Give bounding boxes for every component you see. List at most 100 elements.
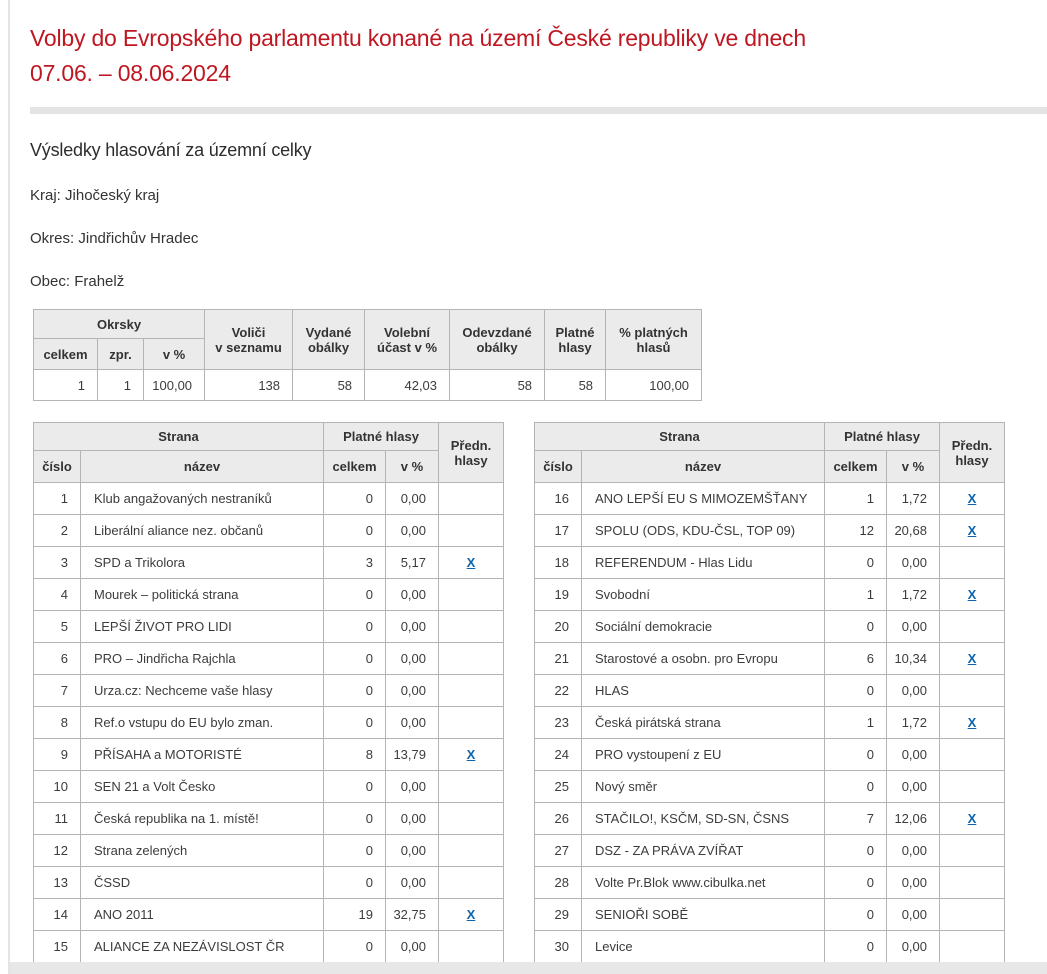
pref-votes-link[interactable]: X (466, 747, 476, 762)
party-votes-total: 12 (824, 514, 887, 547)
party-number: 17 (534, 514, 582, 547)
party-number: 3 (33, 546, 81, 579)
pref-votes-link[interactable]: X (967, 587, 977, 602)
party-row: 26 STAČILO!, KSČM, SD-SN, ČSNS 7 12,06 X (534, 802, 1005, 835)
party-row: 16 ANO LEPŠÍ EU S MIMOZEMŠŤANY 1 1,72 X (534, 482, 1005, 515)
title-divider (30, 107, 1047, 114)
party-pref-cell (438, 514, 504, 547)
party-pref-cell (438, 642, 504, 675)
party-pref-cell (438, 802, 504, 835)
party-pref-cell (438, 770, 504, 803)
region-label: Kraj: (30, 187, 61, 204)
party-votes-pct: 0,00 (385, 834, 439, 867)
party-pref-cell (939, 866, 1005, 899)
party-table-left: Strana Platné hlasy Předn. hlasy číslo n… (33, 422, 504, 963)
party-votes-pct: 0,00 (886, 610, 940, 643)
party-votes-pct: 0,00 (385, 578, 439, 611)
party-row: 8 Ref.o vstupu do EU bylo zman. 0 0,00 (33, 706, 504, 739)
party-votes-pct: 0,00 (385, 706, 439, 739)
party-name: Starostové a osobn. pro Evropu (581, 642, 825, 675)
header-predn-hlasy: Předn. hlasy (438, 422, 504, 483)
party-row: 3 SPD a Trikolora 3 5,17 X (33, 546, 504, 579)
party-votes-total: 0 (824, 834, 887, 867)
pref-votes-link[interactable]: X (466, 907, 476, 922)
odevzdane-obalky-value: 58 (449, 369, 546, 401)
party-pref-cell (438, 834, 504, 867)
party-votes-total: 0 (824, 770, 887, 803)
page-title-line1: Volby do Evropského parlamentu konané na… (30, 25, 806, 51)
pref-votes-link[interactable]: X (967, 715, 977, 730)
party-votes-total: 0 (323, 802, 386, 835)
party-number: 10 (33, 770, 81, 803)
party-votes-total: 8 (323, 738, 386, 771)
party-pref-cell (939, 546, 1005, 579)
party-number: 30 (534, 930, 582, 963)
party-pref-cell (939, 930, 1005, 963)
party-number: 4 (33, 578, 81, 611)
party-name: SENIOŘI SOBĚ (581, 898, 825, 931)
party-votes-pct: 0,00 (385, 674, 439, 707)
party-votes-pct: 12,06 (886, 802, 940, 835)
party-votes-pct: 0,00 (385, 482, 439, 515)
party-number: 29 (534, 898, 582, 931)
party-name: Urza.cz: Nechceme vaše hlasy (80, 674, 324, 707)
party-name: STAČILO!, KSČM, SD-SN, ČSNS (581, 802, 825, 835)
party-votes-pct: 0,00 (886, 738, 940, 771)
header-volebni-ucast: Volební účast v % (364, 309, 451, 370)
header-celkem: celkem (323, 450, 386, 483)
platne-hlasy-value: 58 (544, 369, 607, 401)
header-okrsky-zpr: zpr. (97, 338, 144, 370)
party-pref-cell (438, 866, 504, 899)
party-votes-total: 0 (323, 514, 386, 547)
party-votes-pct: 5,17 (385, 546, 439, 579)
party-name: ČSSD (80, 866, 324, 899)
party-pref-cell: X (939, 482, 1005, 515)
party-name: ANO LEPŠÍ EU S MIMOZEMŠŤANY (581, 482, 825, 515)
party-number: 28 (534, 866, 582, 899)
summary-row: 1 1 100,00 138 58 42,03 58 58 100,00 (33, 369, 703, 401)
party-name: Liberální aliance nez. občanů (80, 514, 324, 547)
region-label: Obec: (30, 273, 71, 290)
party-number: 2 (33, 514, 81, 547)
party-votes-total: 0 (323, 706, 386, 739)
party-number: 11 (33, 802, 81, 835)
pref-votes-link[interactable]: X (967, 651, 977, 666)
party-pref-cell (438, 610, 504, 643)
okrsky-vpct-value: 100,00 (142, 369, 206, 401)
party-row: 24 PRO vystoupení z EU 0 0,00 (534, 738, 1005, 771)
party-row: 27 DSZ - ZA PRÁVA ZVÍŘAT 0 0,00 (534, 834, 1005, 867)
party-pref-cell (939, 834, 1005, 867)
party-row: 23 Česká pirátská strana 1 1,72 X (534, 706, 1005, 739)
procento-platnych-value: 100,00 (605, 369, 703, 401)
party-row: 1 Klub angažovaných nestraníků 0 0,00 (33, 482, 504, 515)
party-votes-total: 0 (323, 610, 386, 643)
section-heading: Výsledky hlasování za územní celky (30, 140, 312, 160)
party-votes-pct: 0,00 (385, 770, 439, 803)
pref-votes-link[interactable]: X (967, 491, 977, 506)
party-name: Strana zelených (80, 834, 324, 867)
party-row: 22 HLAS 0 0,00 (534, 674, 1005, 707)
party-number: 14 (33, 898, 81, 931)
party-number: 21 (534, 642, 582, 675)
party-number: 1 (33, 482, 81, 515)
party-votes-total: 6 (824, 642, 887, 675)
party-pref-cell (438, 482, 504, 515)
header-okrsky-celkem: celkem (33, 338, 98, 370)
header-platne-hlasy: Platné hlasy (824, 422, 940, 451)
pref-votes-link[interactable]: X (466, 555, 476, 570)
header-cislo: číslo (33, 450, 81, 483)
pref-votes-link[interactable]: X (967, 811, 977, 826)
page-title-line2: 07.06. – 08.06.2024 (30, 60, 231, 86)
okrsky-celkem-value: 1 (33, 369, 98, 401)
header-platne-hlasy: Platné hlasy (323, 422, 439, 451)
party-pref-cell (939, 610, 1005, 643)
pref-votes-link[interactable]: X (967, 523, 977, 538)
party-name: Nový směr (581, 770, 825, 803)
header-nazev: název (581, 450, 825, 483)
party-pref-cell (438, 578, 504, 611)
party-votes-total: 0 (824, 930, 887, 963)
party-votes-total: 0 (824, 674, 887, 707)
party-row: 15 ALIANCE ZA NEZÁVISLOST ČR 0 0,00 (33, 930, 504, 963)
header-volici-v-seznamu: Voliči v seznamu (204, 309, 294, 370)
